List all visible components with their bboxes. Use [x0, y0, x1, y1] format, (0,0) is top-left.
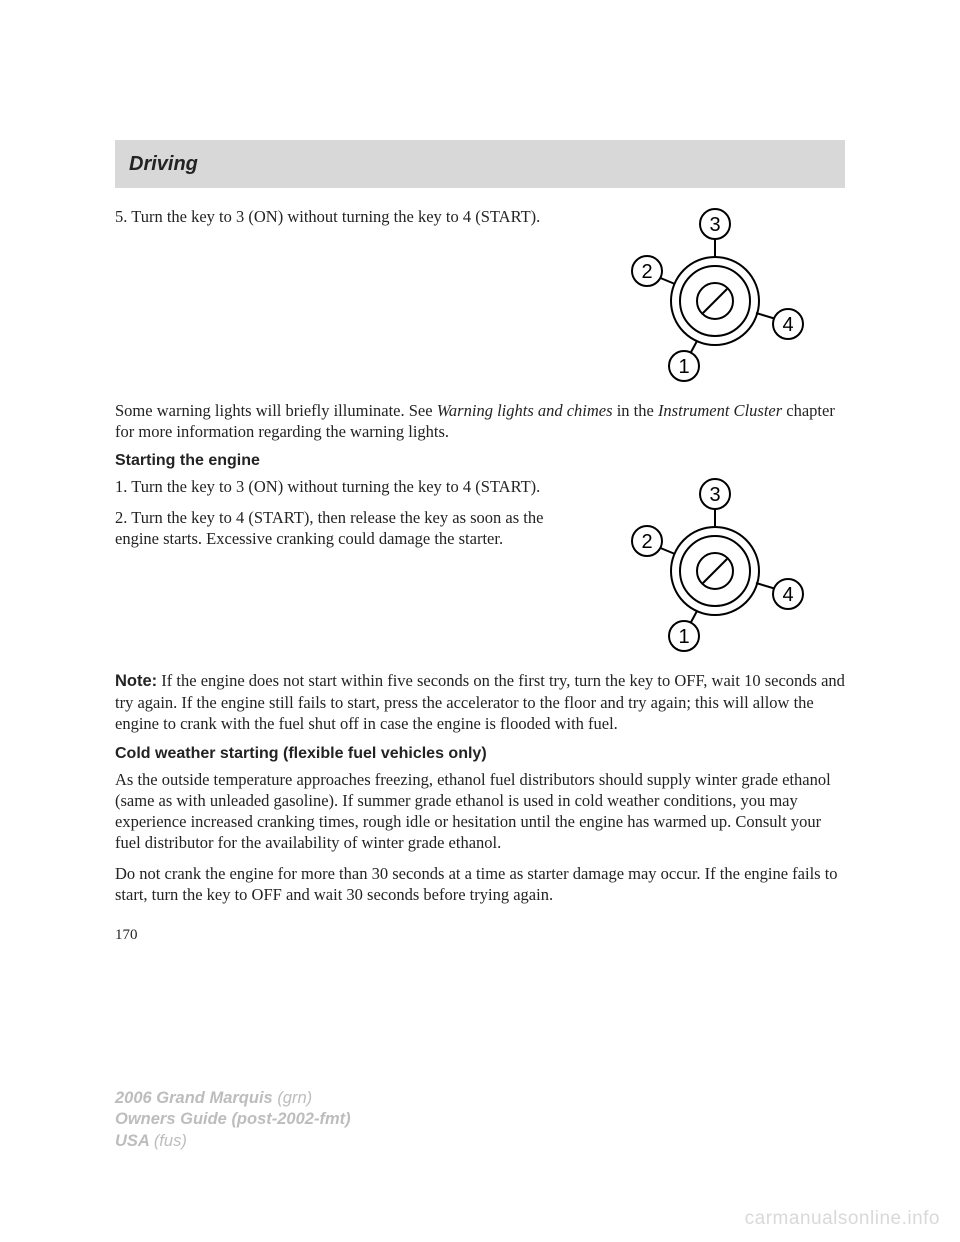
warning-lights-para: Some warning lights will briefly illumin… [115, 400, 845, 442]
footer-line1: 2006 Grand Marquis (grn) [115, 1088, 351, 1109]
footer-line1-ital: (grn) [277, 1089, 312, 1107]
footer-line1-bold: 2006 Grand Marquis [115, 1089, 277, 1107]
watermark: carmanualsonline.info [745, 1208, 940, 1230]
step5-text: 5. Turn the key to 3 (ON) without turnin… [115, 206, 565, 386]
cold-heading: Cold weather starting (flexible fuel veh… [115, 745, 845, 763]
footer-line2: Owners Guide (post-2002-fmt) [115, 1109, 351, 1130]
starting-text-col: 1. Turn the key to 3 (ON) without turnin… [115, 476, 565, 656]
page-number: 170 [115, 927, 845, 944]
ignition-svg-2: 3 2 4 1 [600, 476, 830, 656]
ignition-svg-1: 3 2 4 1 [600, 206, 830, 386]
page-content: Driving 5. Turn the key to 3 (ON) withou… [0, 0, 960, 944]
footer-line3-ital: (fus) [154, 1132, 187, 1150]
label-1b: 1 [678, 626, 689, 648]
cold-para2: Do not crank the engine for more than 30… [115, 863, 845, 905]
label-2: 2 [641, 261, 652, 283]
warning-ital2: Instrument Cluster [658, 401, 782, 420]
starting-heading: Starting the engine [115, 452, 845, 470]
note-text: If the engine does not start within five… [115, 671, 845, 733]
starting-row: 1. Turn the key to 3 (ON) without turnin… [115, 476, 845, 656]
warning-ital1: Warning lights and chimes [437, 401, 613, 420]
note-label: Note: [115, 672, 157, 690]
label-4b: 4 [782, 584, 793, 606]
starting-step2: 2. Turn the key to 4 (START), then relea… [115, 507, 565, 549]
warning-mid: in the [613, 401, 658, 420]
warning-pre: Some warning lights will briefly illumin… [115, 401, 437, 420]
label-2b: 2 [641, 531, 652, 553]
footer-line3-bold: USA [115, 1132, 154, 1150]
cold-para1: As the outside temperature approaches fr… [115, 769, 845, 853]
label-3b: 3 [709, 484, 720, 506]
step5-row: 5. Turn the key to 3 (ON) without turnin… [115, 206, 845, 386]
section-title: Driving [129, 153, 198, 176]
ignition-diagram-2: 3 2 4 1 [585, 476, 845, 656]
label-3: 3 [709, 214, 720, 236]
note-para: Note: If the engine does not start withi… [115, 670, 845, 734]
section-header: Driving [115, 140, 845, 188]
label-1: 1 [678, 356, 689, 378]
footer-line3: USA (fus) [115, 1131, 351, 1152]
footer: 2006 Grand Marquis (grn) Owners Guide (p… [115, 1088, 351, 1152]
starting-step1: 1. Turn the key to 3 (ON) without turnin… [115, 476, 565, 497]
ignition-diagram-1: 3 2 4 1 [585, 206, 845, 386]
label-4: 4 [782, 314, 793, 336]
